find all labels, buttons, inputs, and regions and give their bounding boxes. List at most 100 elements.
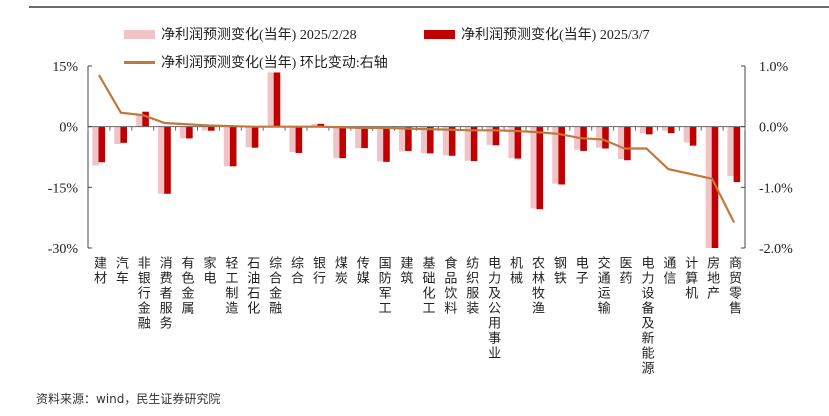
bar-feb: [442, 126, 450, 156]
x-tick-label: 家电: [201, 256, 217, 286]
bar-mar: [405, 126, 412, 151]
y-left-tick-label: 0%: [59, 121, 78, 136]
bar-feb: [727, 126, 735, 177]
bar-feb: [136, 114, 143, 127]
legend-swatch: [424, 29, 455, 39]
bar-feb: [464, 126, 472, 161]
x-tick-label: 国防军工: [376, 256, 392, 316]
bar-mar: [186, 126, 193, 139]
source-note: 资料来源：wind，民生证券研究院: [36, 392, 221, 406]
x-tick-label: 机械: [508, 256, 524, 286]
bar-feb: [398, 126, 406, 152]
x-tick-label: 建筑: [398, 256, 414, 286]
bar-mar: [339, 126, 346, 159]
bar-mar: [427, 126, 434, 154]
legend-item-line: 净利润预测变化(当年) 环比变动:右轴: [124, 52, 388, 72]
bar-mar: [558, 126, 565, 185]
bar-mar: [602, 126, 609, 149]
bar-feb: [201, 126, 209, 131]
bar-feb: [114, 126, 121, 145]
bar-feb: [530, 126, 537, 209]
y-right-tick-label: 1.0%: [759, 60, 789, 75]
bar-feb: [355, 126, 362, 149]
legend-swatch: [124, 60, 155, 64]
bar-mar: [492, 126, 500, 146]
x-tick-label: 石油石化: [245, 256, 261, 316]
x-tick-label: 电力及公用事业: [486, 256, 502, 361]
y-left-tick-label: 15%: [52, 60, 78, 75]
x-tick-label: 交通运输: [595, 256, 611, 316]
line-series: [97, 74, 736, 224]
bar-feb: [661, 126, 669, 131]
bar-feb: [617, 126, 625, 160]
bar-feb: [158, 126, 165, 194]
bar-feb: [420, 126, 428, 154]
y-right-tick-label: -2.0%: [759, 242, 793, 257]
y-left-tick-label: -30%: [48, 242, 79, 257]
bar-feb: [486, 126, 494, 145]
y-left-tick-label: -15%: [48, 181, 79, 196]
x-tick-label: 有色金属: [179, 256, 195, 316]
bar-mar: [689, 126, 697, 146]
bar-mar: [295, 126, 303, 153]
legend-item-feb: 净利润预测变化(当年) 2025/2/28: [124, 24, 357, 44]
bar-feb: [311, 123, 318, 127]
bar-mar: [536, 126, 544, 210]
x-tick-label: 传媒: [354, 256, 370, 286]
bar-mar: [733, 126, 741, 183]
x-tick-label: 医药: [617, 256, 633, 286]
bar-feb: [223, 126, 231, 167]
bar-feb: [267, 72, 275, 127]
legend-label: 净利润预测变化(当年) 2025/3/7: [461, 28, 650, 43]
bar-feb: [683, 126, 691, 143]
x-tick-label: 综合: [289, 256, 305, 286]
x-tick-label: 食品饮料: [442, 256, 458, 316]
bar-mar: [98, 126, 106, 163]
bar-mar: [667, 126, 675, 134]
x-tick-label: 非银行金融: [135, 256, 151, 331]
bar-mar: [164, 126, 171, 194]
x-tick-label: 农林牧渔: [529, 256, 545, 316]
bar-feb: [377, 126, 384, 162]
bar-mar: [273, 72, 281, 127]
x-tick-label: 通信: [661, 256, 677, 286]
bar-mar: [142, 111, 149, 127]
x-tick-label: 电力设备及新能源: [639, 256, 655, 376]
bar-feb: [179, 126, 187, 139]
x-tick-label: 建材: [91, 256, 107, 286]
x-tick-label: 纺织服装: [464, 256, 480, 316]
bar-mar: [120, 126, 127, 143]
x-tick-label: 煤炭: [332, 256, 348, 286]
x-tick-label: 电子: [573, 256, 589, 286]
bar-feb: [596, 126, 603, 148]
x-tick-label: 综合金融: [267, 256, 283, 316]
bar-mar: [470, 126, 478, 162]
legend-label: 净利润预测变化(当年) 2025/2/28: [161, 28, 357, 43]
bar-mar: [317, 123, 325, 127]
y-right-tick-label: -1.0%: [759, 181, 793, 196]
bar-mar: [229, 126, 237, 167]
x-tick-label: 钢铁: [551, 256, 567, 286]
bar-mar: [711, 126, 719, 248]
x-tick-label: 银行: [310, 256, 326, 286]
bar-mar: [208, 126, 215, 131]
legend-label: 净利润预测变化(当年) 环比变动:右轴: [161, 56, 388, 71]
y-right-tick-label: 0.0%: [759, 121, 789, 136]
bar-feb: [92, 126, 99, 166]
bar-feb: [639, 126, 647, 134]
bar-mar: [361, 126, 368, 149]
x-tick-label: 汽车: [113, 256, 129, 286]
bar-mar: [646, 126, 653, 135]
bar-feb: [552, 126, 559, 184]
bar-mar: [383, 126, 390, 162]
bar-mar: [448, 126, 456, 156]
bar-mar: [251, 126, 259, 148]
x-tick-label: 轻工制造: [223, 256, 239, 316]
bar-feb: [508, 126, 516, 159]
bar-feb: [705, 126, 713, 248]
title-rule: [29, 6, 829, 8]
bar-mar: [624, 126, 631, 161]
legend-item-mar: 净利润预测变化(当年) 2025/3/7: [424, 24, 650, 44]
x-tick-label: 基础化工: [420, 256, 436, 316]
